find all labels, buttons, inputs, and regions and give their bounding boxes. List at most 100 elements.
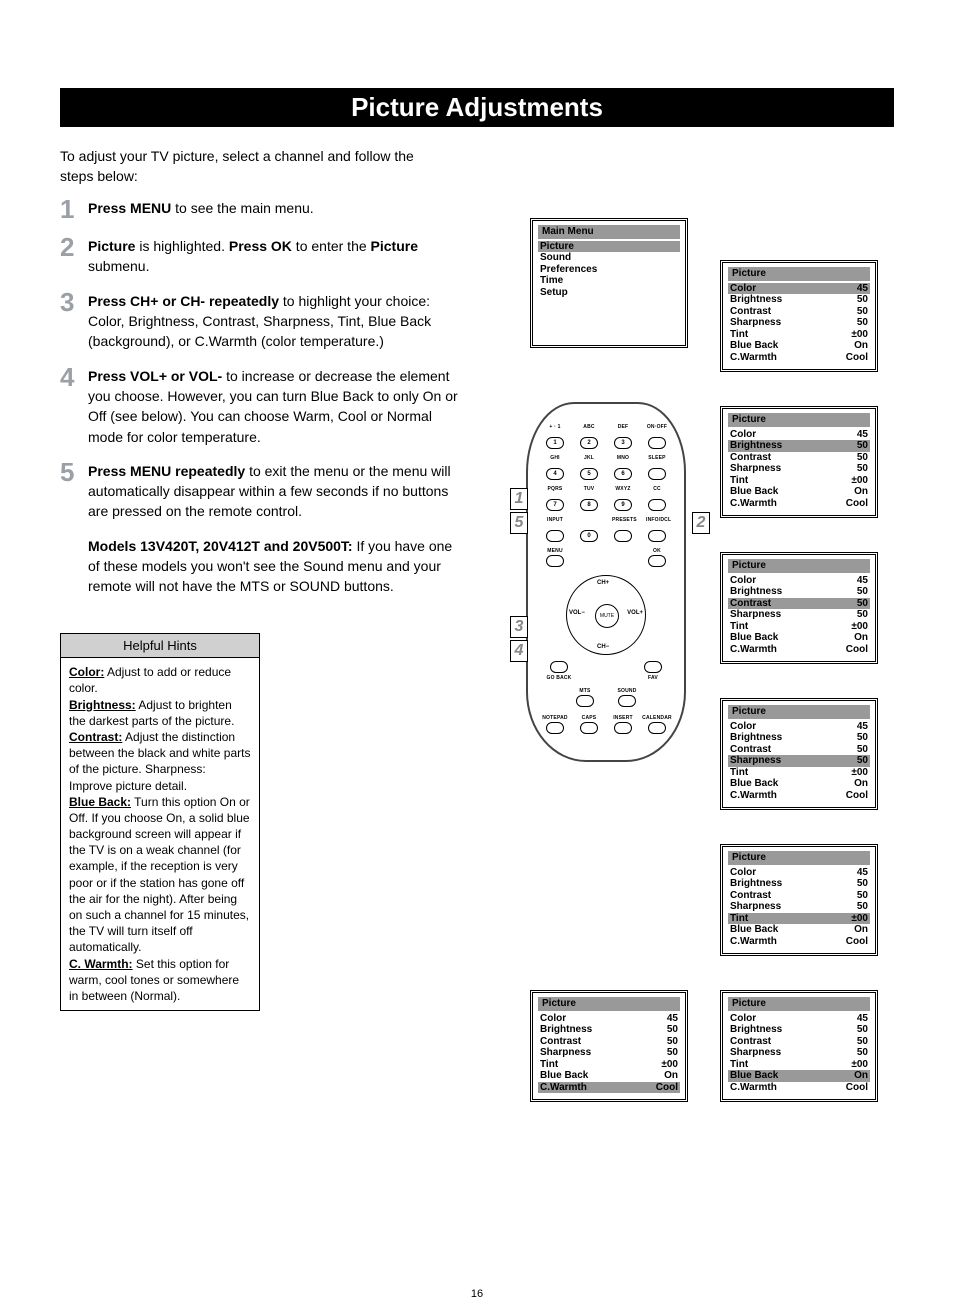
osd-row: Contrast50 bbox=[728, 890, 870, 902]
remote-key-label: NOTEPAD bbox=[540, 715, 570, 721]
osd-row: Color45 bbox=[728, 283, 870, 295]
remote-button bbox=[648, 530, 666, 542]
remote-key-label: WXYZ bbox=[612, 486, 634, 492]
osd-row: Tint±00 bbox=[538, 1059, 680, 1071]
osd-row: C.WarmthCool bbox=[728, 352, 870, 364]
remote-button: 6 bbox=[614, 468, 632, 480]
osd-row: Picture bbox=[538, 241, 680, 253]
mts-button bbox=[576, 695, 594, 707]
remote-key-label: DEF bbox=[612, 424, 634, 430]
osd-row: C.WarmthCool bbox=[728, 1082, 870, 1094]
remote-key-label: SLEEP bbox=[646, 455, 668, 461]
hint-item: Blue Back: Turn this option On or Off. I… bbox=[69, 794, 251, 956]
osd-row: Color45 bbox=[728, 721, 870, 733]
remote-button: 8 bbox=[580, 499, 598, 511]
callout-number: 5 bbox=[510, 512, 528, 534]
remote-button: 2 bbox=[580, 437, 598, 449]
callout-number: 1 bbox=[510, 488, 528, 510]
hint-item: Brightness: Adjust to brighten the darke… bbox=[69, 697, 251, 729]
osd-row: Brightness50 bbox=[538, 1024, 680, 1036]
osd-row: Brightness50 bbox=[728, 1024, 870, 1036]
dpad-center: MUTE bbox=[595, 604, 619, 628]
step-number: 5 bbox=[60, 459, 88, 485]
osd-row: Color45 bbox=[728, 867, 870, 879]
osd-row: Sharpness50 bbox=[538, 1047, 680, 1059]
remote-key-label: ON·OFF bbox=[646, 424, 668, 430]
remote-key-label: PRESETS bbox=[612, 517, 634, 523]
step-text: Press VOL+ or VOL- to increase or decrea… bbox=[88, 366, 460, 447]
osd-row: Sharpness50 bbox=[728, 317, 870, 329]
remote-button: 0 bbox=[580, 530, 598, 542]
remote-button: 7 bbox=[546, 499, 564, 511]
osd-row: Brightness50 bbox=[728, 878, 870, 890]
step: 2 Picture is highlighted. Press OK to en… bbox=[60, 236, 460, 277]
step-number: 3 bbox=[60, 289, 88, 315]
remote-label-row: + · 1ABCDEFON·OFF bbox=[538, 424, 674, 431]
osd-row: Tint±00 bbox=[728, 329, 870, 341]
remote-key-label: GHI bbox=[544, 455, 566, 461]
osd-row: Sharpness50 bbox=[728, 609, 870, 621]
osd-row: Contrast50 bbox=[728, 1036, 870, 1048]
osd-row: Blue BackOn bbox=[728, 632, 870, 644]
step-text: Press CH+ or CH- repeatedly to highlight… bbox=[88, 291, 460, 352]
osd-title: Picture bbox=[728, 413, 870, 427]
main-menu-osd: Main MenuPictureSoundPreferencesTimeSetu… bbox=[530, 218, 688, 348]
picture-menu-osd: Picture Color45Brightness50Contrast50Shar… bbox=[530, 990, 688, 1102]
osd-row: Blue BackOn bbox=[728, 778, 870, 790]
callout-number: 3 bbox=[510, 616, 528, 638]
helpful-hints-box: Helpful Hints Color: Adjust to add or re… bbox=[60, 633, 260, 1011]
osd-row: Blue BackOn bbox=[728, 340, 870, 352]
remote-key-label: GO BACK bbox=[544, 675, 574, 681]
step: 4 Press VOL+ or VOL- to increase or decr… bbox=[60, 366, 460, 447]
remote-key-label: TUV bbox=[578, 486, 600, 492]
osd-row: C.WarmthCool bbox=[728, 644, 870, 656]
osd-row: Contrast50 bbox=[728, 744, 870, 756]
remote-key-label: CAPS bbox=[574, 715, 604, 721]
remote-button-row: 123 bbox=[538, 437, 674, 449]
osd-title: Picture bbox=[728, 851, 870, 865]
model-note: Models 13V420T, 20V412T and 20V500T: If … bbox=[88, 536, 458, 597]
osd-row: Tint±00 bbox=[728, 621, 870, 633]
step-number: 1 bbox=[60, 196, 88, 222]
osd-title: Main Menu bbox=[538, 225, 680, 239]
osd-row: Tint±00 bbox=[728, 913, 870, 925]
hint-item: C. Warmth: Set this option for warm, coo… bbox=[69, 956, 251, 1005]
osd-row: Brightness50 bbox=[728, 440, 870, 452]
osd-row: Color45 bbox=[728, 1013, 870, 1025]
osd-title: Picture bbox=[728, 705, 870, 719]
hint-item: Color: Adjust to add or reduce color. bbox=[69, 664, 251, 696]
callout-number: 4 bbox=[510, 640, 528, 662]
picture-menu-osd: PictureColor45Brightness50Contrast50Shar… bbox=[720, 698, 878, 810]
osd-row: Preferences bbox=[538, 264, 680, 276]
remote-key-label: MTS bbox=[574, 688, 596, 694]
step-text: Picture is highlighted. Press OK to ente… bbox=[88, 236, 460, 277]
remote-button bbox=[546, 722, 564, 734]
osd-row: Contrast50 bbox=[538, 1036, 680, 1048]
step-number: 2 bbox=[60, 234, 88, 260]
osd-row: Color45 bbox=[538, 1013, 680, 1025]
osd-row: Brightness50 bbox=[728, 294, 870, 306]
remote-button bbox=[648, 722, 666, 734]
fav-button bbox=[644, 661, 662, 673]
remote-label-row: INPUTPRESETSINFO/DCL bbox=[538, 517, 674, 524]
remote-button bbox=[648, 499, 666, 511]
goback-button bbox=[550, 661, 568, 673]
remote-button: 5 bbox=[580, 468, 598, 480]
remote-key-label: JKL bbox=[578, 455, 600, 461]
remote-key-label: FAV bbox=[638, 675, 668, 681]
remote-key-label: + · 1 bbox=[544, 424, 566, 430]
picture-menu-osd: PictureColor45Brightness50Contrast50Shar… bbox=[720, 406, 878, 518]
remote-button bbox=[580, 722, 598, 734]
dpad-down: CH− bbox=[597, 644, 609, 650]
hints-header: Helpful Hints bbox=[61, 634, 259, 659]
remote-label-row: PQRSTUVWXYZCC bbox=[538, 486, 674, 493]
osd-title: Picture bbox=[728, 997, 870, 1011]
dpad-left: VOL− bbox=[569, 610, 585, 616]
sound-button bbox=[618, 695, 636, 707]
remote-key-label: INSERT bbox=[608, 715, 638, 721]
dpad-right: VOL+ bbox=[627, 610, 643, 616]
step-text: Press MENU repeatedly to exit the menu o… bbox=[88, 461, 460, 522]
remote-dpad: CH+ CH− VOL− VOL+ MUTE bbox=[566, 575, 646, 655]
osd-row: C.WarmthCool bbox=[728, 790, 870, 802]
osd-title: Picture bbox=[538, 997, 680, 1011]
